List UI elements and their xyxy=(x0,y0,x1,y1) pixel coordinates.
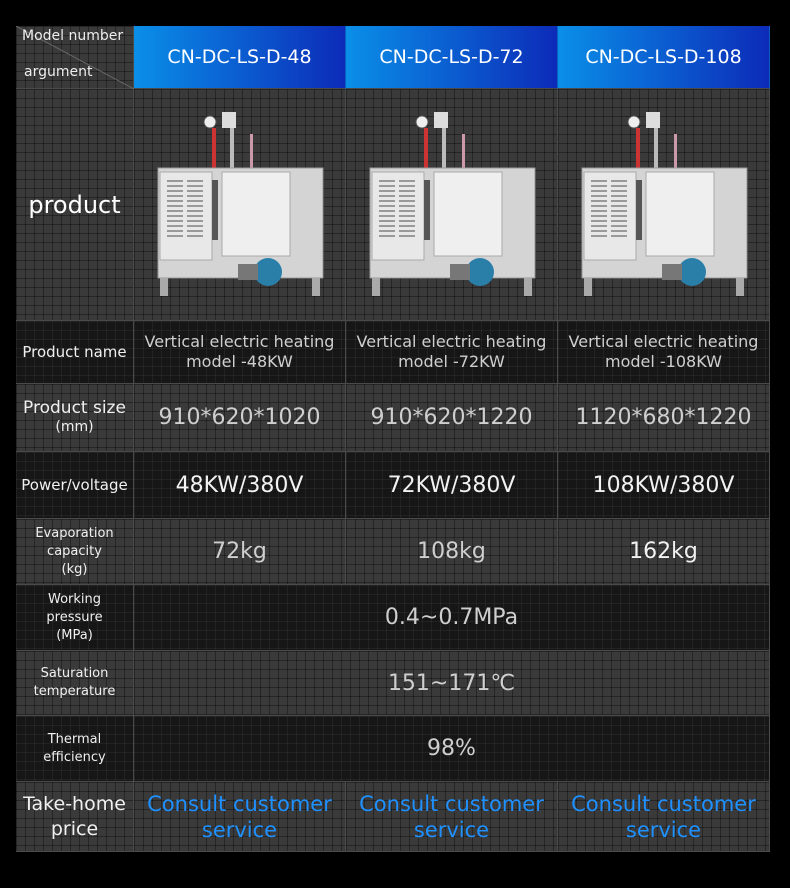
size-label: Product size (mm) xyxy=(16,384,134,452)
price-label: Take-home price xyxy=(16,782,134,852)
spec-table: Model number argument CN-DC-LS-D-48 CN-D… xyxy=(16,26,770,852)
product-label: product xyxy=(16,89,134,321)
evap-label: Evaporation capacity (kg) xyxy=(16,519,134,585)
product-image-2 xyxy=(346,89,558,321)
corner-header: Model number argument xyxy=(16,26,134,89)
corner-label-argument: argument xyxy=(24,64,93,80)
size-value-3: 1120*680*1220 xyxy=(558,384,770,452)
product-image-1 xyxy=(134,89,346,321)
name-value-2: Vertical electric heating model -72KW xyxy=(346,321,558,384)
power-value-3: 108KW/380V xyxy=(558,452,770,519)
saturation-label: Saturation temperature xyxy=(16,651,134,716)
name-value-3: Vertical electric heating model -108KW xyxy=(558,321,770,384)
product-label-text: product xyxy=(28,190,121,219)
thermal-label: Thermal efficiency xyxy=(16,716,134,782)
consult-link-1[interactable]: Consult customer service xyxy=(134,782,346,852)
name-value-1: Vertical electric heating model -48KW xyxy=(134,321,346,384)
name-label: Product name xyxy=(16,321,134,384)
pressure-label: Working pressure (MPa) xyxy=(16,585,134,651)
product-image-3 xyxy=(558,89,770,321)
evap-value-2: 108kg xyxy=(346,519,558,585)
consult-link-3[interactable]: Consult customer service xyxy=(558,782,770,852)
evap-value-3: 162kg xyxy=(558,519,770,585)
power-value-1: 48KW/380V xyxy=(134,452,346,519)
saturation-value: 151~171℃ xyxy=(134,651,770,716)
evap-value-1: 72kg xyxy=(134,519,346,585)
thermal-value: 98% xyxy=(134,716,770,782)
size-value-1: 910*620*1020 xyxy=(134,384,346,452)
size-value-2: 910*620*1220 xyxy=(346,384,558,452)
power-value-2: 72KW/380V xyxy=(346,452,558,519)
model-header-1: CN-DC-LS-D-48 xyxy=(134,26,346,89)
steam-generator-icon xyxy=(581,111,747,296)
diagonal-divider xyxy=(16,26,134,89)
steam-generator-icon xyxy=(369,111,535,296)
pressure-value: 0.4~0.7MPa xyxy=(134,585,770,651)
corner-label-model: Model number xyxy=(22,28,124,44)
steam-generator-icon xyxy=(157,111,323,296)
model-header-2: CN-DC-LS-D-72 xyxy=(346,26,558,89)
power-label: Power/voltage xyxy=(16,452,134,519)
model-header-3: CN-DC-LS-D-108 xyxy=(558,26,770,89)
consult-link-2[interactable]: Consult customer service xyxy=(346,782,558,852)
